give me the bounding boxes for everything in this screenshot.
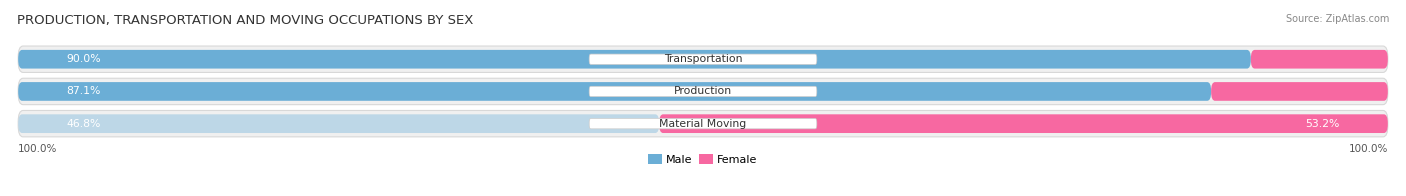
FancyBboxPatch shape — [18, 82, 1211, 101]
FancyBboxPatch shape — [18, 46, 1388, 73]
FancyBboxPatch shape — [659, 114, 1388, 133]
Text: Production: Production — [673, 86, 733, 96]
Text: 46.8%: 46.8% — [66, 119, 101, 129]
FancyBboxPatch shape — [18, 50, 1251, 69]
FancyBboxPatch shape — [589, 86, 817, 97]
FancyBboxPatch shape — [589, 54, 817, 64]
Text: PRODUCTION, TRANSPORTATION AND MOVING OCCUPATIONS BY SEX: PRODUCTION, TRANSPORTATION AND MOVING OC… — [17, 14, 474, 27]
Text: Transportation: Transportation — [664, 54, 742, 64]
FancyBboxPatch shape — [18, 111, 1388, 137]
FancyBboxPatch shape — [1251, 50, 1388, 69]
FancyBboxPatch shape — [18, 114, 659, 133]
Text: 100.0%: 100.0% — [1348, 144, 1388, 154]
Legend: Male, Female: Male, Female — [644, 150, 762, 169]
Text: Source: ZipAtlas.com: Source: ZipAtlas.com — [1285, 14, 1389, 24]
Text: 90.0%: 90.0% — [66, 54, 101, 64]
FancyBboxPatch shape — [18, 78, 1388, 105]
Text: 53.2%: 53.2% — [1305, 119, 1340, 129]
Text: 87.1%: 87.1% — [66, 86, 101, 96]
Text: Material Moving: Material Moving — [659, 119, 747, 129]
FancyBboxPatch shape — [589, 119, 817, 129]
Text: 100.0%: 100.0% — [18, 144, 58, 154]
FancyBboxPatch shape — [1211, 82, 1388, 101]
